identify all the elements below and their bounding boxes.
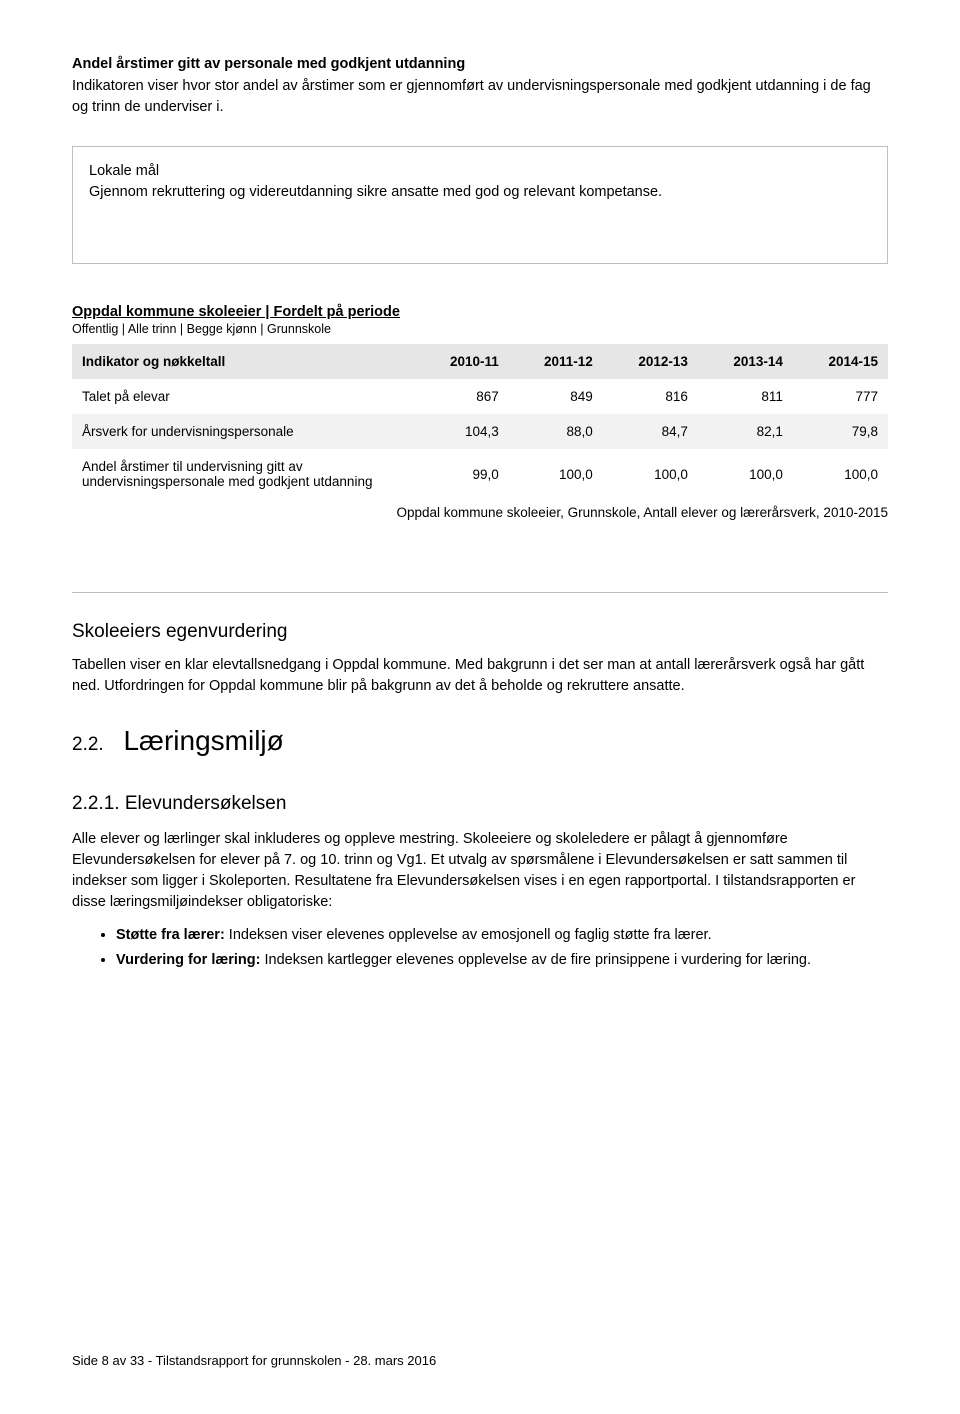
table-cell: 79,8 [793,414,888,449]
table-cell: Årsverk for undervisningspersonale [72,414,415,449]
bullet-rest: Indeksen kartlegger elevenes opplevelse … [260,952,811,968]
section-body: Indikatoren viser hvor stor andel av års… [72,76,888,118]
heading-num: 2.2.1. [72,793,120,814]
list-item: Vurdering for læring: Indeksen kartlegge… [116,950,888,971]
table-cell: 100,0 [603,449,698,499]
heading-2-2: 2.2. Læringsmiljø [72,725,888,757]
table-cell: 849 [509,379,603,414]
bullet-list: Støtte fra lærer: Indeksen viser elevene… [72,925,888,971]
table-caption: Oppdal kommune skoleeier, Grunnskole, An… [72,505,888,520]
table-header: 2012-13 [603,344,698,379]
sec221-body: Alle elever og lærlinger skal inkluderes… [72,829,888,913]
table-cell: 104,3 [415,414,509,449]
table-header: Indikator og nøkkeltall [72,344,415,379]
table-header: 2011-12 [509,344,603,379]
list-item: Støtte fra lærer: Indeksen viser elevene… [116,925,888,946]
heading-2-2-1: 2.2.1. Elevundersøkelsen [72,793,888,815]
table-cell: Talet på elevar [72,379,415,414]
heading-num: 2.2. [72,734,104,755]
table-subtitle: Offentlig | Alle trinn | Begge kjønn | G… [72,322,888,336]
table-cell: 99,0 [415,449,509,499]
table-cell: 100,0 [509,449,603,499]
table-row: Talet på elevar 867 849 816 811 777 [72,379,888,414]
table-cell: 811 [698,379,793,414]
local-goals-box: Lokale mål Gjennom rekruttering og vider… [72,146,888,264]
table-cell: 816 [603,379,698,414]
divider [72,592,888,593]
table-cell: 777 [793,379,888,414]
heading-title: Læringsmiljø [123,725,283,756]
table-header: 2010-11 [415,344,509,379]
bullet-bold: Støtte fra lærer: [116,927,225,943]
table-header-row: Indikator og nøkkeltall 2010-11 2011-12 … [72,344,888,379]
bullet-bold: Vurdering for læring: [116,952,260,968]
page-container: Andel årstimer gitt av personale med god… [0,0,960,1414]
table-cell: 82,1 [698,414,793,449]
table-cell: 867 [415,379,509,414]
assessment-heading: Skoleeiers egenvurdering [72,621,888,643]
data-table: Indikator og nøkkeltall 2010-11 2011-12 … [72,344,888,499]
table-cell: 88,0 [509,414,603,449]
bullet-rest: Indeksen viser elevenes opplevelse av em… [225,927,712,943]
heading-title: Elevundersøkelsen [125,793,287,814]
assessment-body: Tabellen viser en klar elevtallsnedgang … [72,655,888,697]
table-cell: 84,7 [603,414,698,449]
section-heading: Andel årstimer gitt av personale med god… [72,56,888,72]
table-cell: Andel årstimer til undervisning gitt av … [72,449,415,499]
table-row: Årsverk for undervisningspersonale 104,3… [72,414,888,449]
table-header: 2013-14 [698,344,793,379]
table-cell: 100,0 [793,449,888,499]
table-row: Andel årstimer til undervisning gitt av … [72,449,888,499]
page-footer: Side 8 av 33 - Tilstandsrapport for grun… [72,1353,436,1368]
box-title: Lokale mål [89,161,871,182]
table-cell: 100,0 [698,449,793,499]
table-header: 2014-15 [793,344,888,379]
table-title: Oppdal kommune skoleeier | Fordelt på pe… [72,304,888,320]
box-body: Gjennom rekruttering og videreutdanning … [89,182,871,203]
